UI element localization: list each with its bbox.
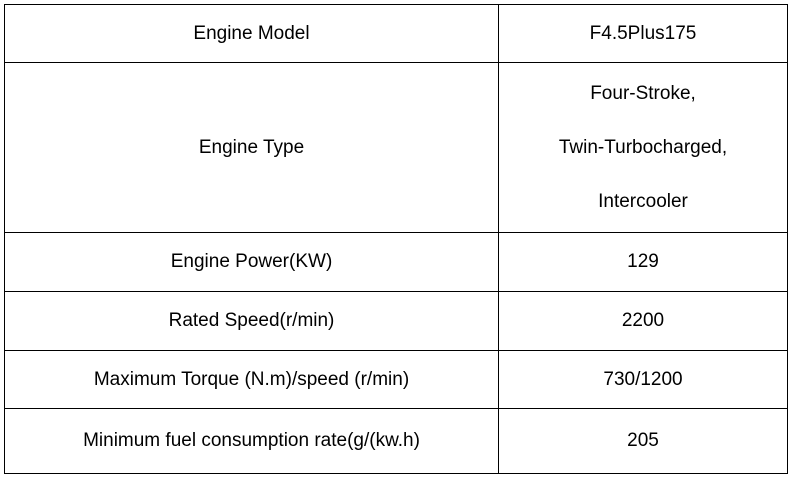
cell-line: Four-Stroke,: [590, 82, 696, 104]
table-row: Engine Type Four-Stroke, Twin-Turbocharged…: [4, 62, 788, 233]
spec-label: Minimum fuel consumption rate(g/(kw.h): [4, 408, 499, 474]
spec-value: F4.5Plus175: [498, 4, 788, 63]
spec-label: Maximum Torque (N.m)/speed (r/min): [4, 350, 499, 409]
cell-line: Twin-Turbocharged,: [558, 136, 728, 158]
cell-line: Intercooler: [598, 190, 688, 212]
spec-value: 730/1200: [498, 350, 788, 409]
spec-label: Rated Speed(r/min): [4, 291, 499, 351]
table-body: Engine Model F4.5Plus175 Engine Type Four-S…: [4, 4, 788, 474]
table-row: Engine Model F4.5Plus175: [4, 4, 788, 63]
spec-label: Engine Power(KW): [4, 232, 499, 292]
spec-value: Four-Stroke, Twin-Turbocharged, Intercoole…: [498, 62, 788, 233]
table-row: Minimum fuel consumption rate(g/(kw.h) 20…: [4, 408, 788, 474]
table-row: Rated Speed(r/min) 2200: [4, 291, 788, 351]
spec-value: 129: [498, 232, 788, 292]
spec-label: Engine Model: [4, 4, 499, 63]
spec-label: Engine Type: [4, 62, 499, 233]
spec-value: 205: [498, 408, 788, 474]
spec-table: Engine Model F4.5Plus175 Engine Type Four-S…: [4, 4, 788, 474]
table-row: Maximum Torque (N.m)/speed (r/min) 730/12…: [4, 350, 788, 409]
spec-value: 2200: [498, 291, 788, 351]
table-row: Engine Power(KW) 129: [4, 232, 788, 292]
